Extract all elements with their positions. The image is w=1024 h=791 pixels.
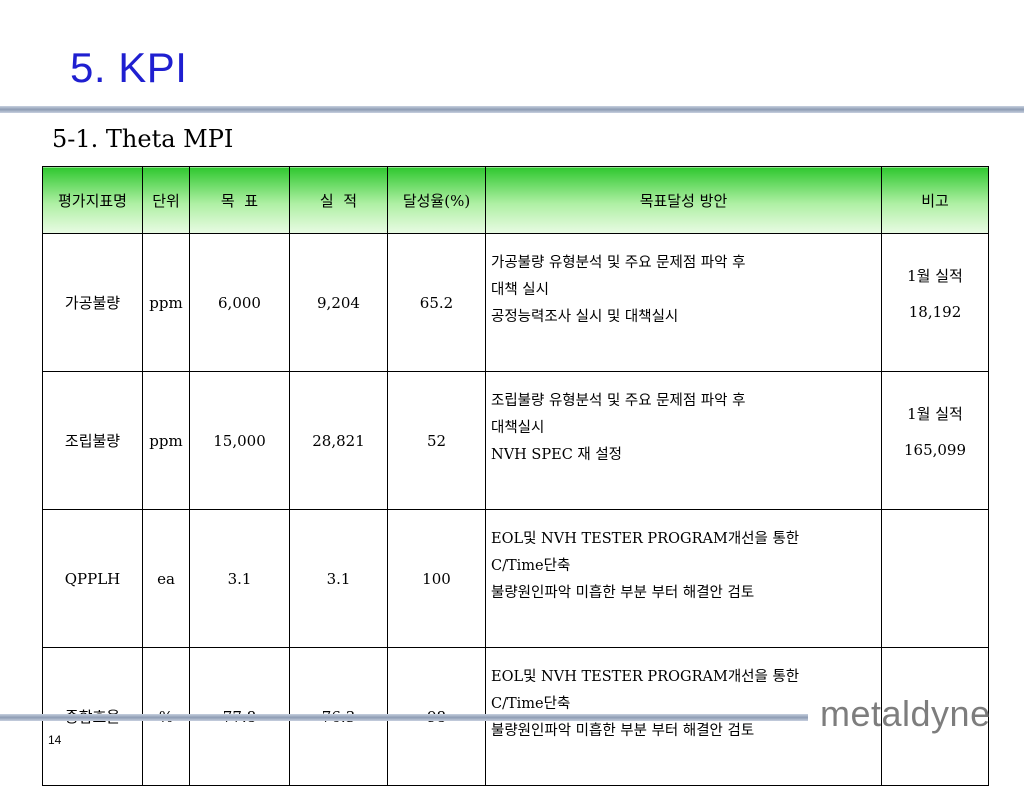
action-plan-cell: 조립불량 유형분석 및 주요 문제점 파악 후 대책실시 NVH SPEC 재 … bbox=[485, 371, 882, 510]
table-row: 조립불량 ppm 15,000 28,821 52 조립불량 유형분석 및 주요… bbox=[42, 371, 989, 510]
remark-line: 1월 실적 bbox=[907, 267, 963, 285]
rate-cell: 52 bbox=[387, 371, 486, 510]
company-logo: metaldyne bbox=[820, 693, 991, 734]
remark-cell: 1월 실적 165,099 bbox=[881, 371, 989, 510]
header-target: 목 표 bbox=[189, 166, 290, 234]
remark-line: 1월 실적 bbox=[907, 405, 963, 423]
remark-cell bbox=[881, 509, 989, 648]
slide-title: 5. KPI bbox=[70, 44, 188, 91]
header-action-plan: 목표달성 방안 bbox=[485, 166, 882, 234]
bottom-divider bbox=[0, 714, 808, 721]
plan-line: 가공불량 유형분석 및 주요 문제점 파악 후 bbox=[491, 255, 746, 271]
section-subtitle: 5-1. Theta MPI bbox=[52, 125, 234, 153]
plan-line: C/Time단축 bbox=[491, 696, 571, 712]
unit-cell: ea bbox=[142, 509, 190, 648]
plan-line: 불량원인파악 미흡한 부분 부터 해결안 검토 bbox=[491, 585, 755, 601]
kpi-table: 평가지표명 단위 목 표 실 적 달성율(%) 목표달성 방안 비고 가공불량 … bbox=[42, 166, 989, 786]
target-cell: 6,000 bbox=[189, 233, 290, 372]
actual-cell: 3.1 bbox=[289, 509, 388, 648]
remark-line: 165,099 bbox=[903, 441, 967, 459]
plan-line: C/Time단축 bbox=[491, 558, 571, 574]
kpi-name-cell: 가공불량 bbox=[42, 233, 143, 372]
header-actual: 실 적 bbox=[289, 166, 388, 234]
plan-line: EOL및 NVH TESTER PROGRAM개선을 통한 bbox=[491, 669, 800, 685]
header-remarks: 비고 bbox=[881, 166, 989, 234]
table-row: QPPLH ea 3.1 3.1 100 EOL및 NVH TESTER PRO… bbox=[42, 509, 989, 648]
target-cell: 15,000 bbox=[189, 371, 290, 510]
plan-line: 대책 실시 bbox=[491, 282, 549, 298]
unit-cell: ppm bbox=[142, 371, 190, 510]
rate-cell: 65.2 bbox=[387, 233, 486, 372]
page-number: 14 bbox=[48, 733, 62, 747]
action-plan-cell: EOL및 NVH TESTER PROGRAM개선을 통한 C/Time단축 불… bbox=[485, 509, 882, 648]
kpi-name-cell: 조립불량 bbox=[42, 371, 143, 510]
table-row: 가공불량 ppm 6,000 9,204 65.2 가공불량 유형분석 및 주요… bbox=[42, 233, 989, 372]
rate-cell: 100 bbox=[387, 509, 486, 648]
plan-line: NVH SPEC 재 설정 bbox=[491, 447, 623, 463]
plan-line: 대책실시 bbox=[491, 420, 545, 436]
actual-cell: 28,821 bbox=[289, 371, 388, 510]
action-plan-cell: 가공불량 유형분석 및 주요 문제점 파악 후 대책 실시 공정능력조사 실시 … bbox=[485, 233, 882, 372]
remark-cell bbox=[881, 647, 989, 786]
header-achievement-rate: 달성율(%) bbox=[387, 166, 486, 234]
remark-line: 18,192 bbox=[908, 303, 962, 321]
target-cell: 3.1 bbox=[189, 509, 290, 648]
table-header-row: 평가지표명 단위 목 표 실 적 달성율(%) 목표달성 방안 비고 bbox=[42, 166, 989, 234]
kpi-name-cell: QPPLH bbox=[42, 509, 143, 648]
top-divider bbox=[0, 106, 1024, 113]
actual-cell: 9,204 bbox=[289, 233, 388, 372]
remark-cell: 1월 실적 18,192 bbox=[881, 233, 989, 372]
plan-line: 불량원인파악 미흡한 부분 부터 해결안 검토 bbox=[491, 723, 755, 739]
unit-cell: ppm bbox=[142, 233, 190, 372]
plan-line: EOL및 NVH TESTER PROGRAM개선을 통한 bbox=[491, 531, 800, 547]
plan-line: 공정능력조사 실시 및 대책실시 bbox=[491, 309, 679, 325]
plan-line: 조립불량 유형분석 및 주요 문제점 파악 후 bbox=[491, 393, 746, 409]
header-unit: 단위 bbox=[142, 166, 190, 234]
header-kpi-name: 평가지표명 bbox=[42, 166, 143, 234]
